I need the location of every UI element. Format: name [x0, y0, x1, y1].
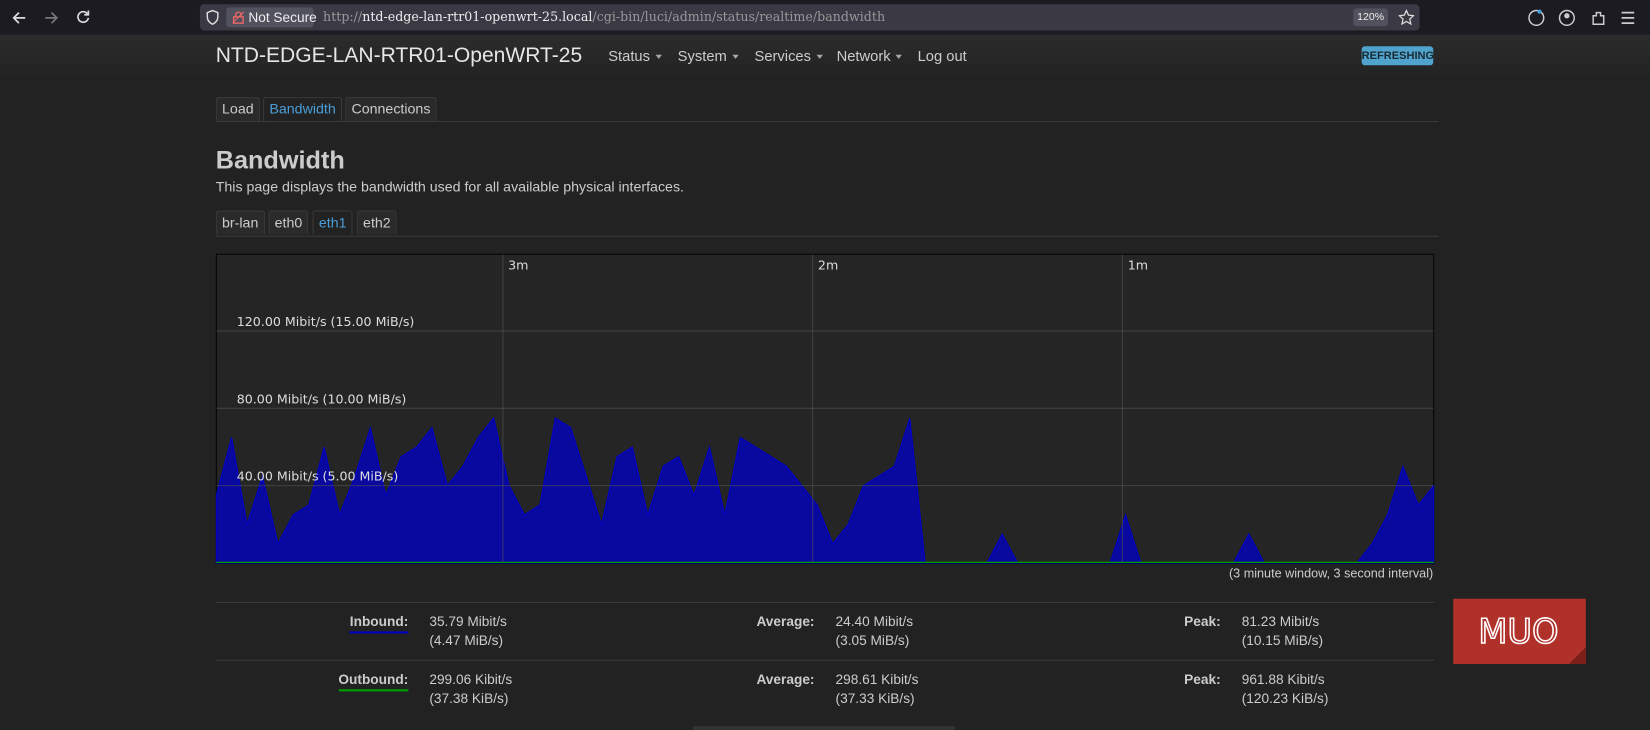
- stat-value: (3.05 MiB/s): [835, 632, 910, 649]
- stat-value: 961.88 Kibit/s: [1241, 671, 1325, 688]
- chart-caption: (3 minute window, 3 second interval): [1228, 566, 1434, 581]
- stat-value: 24.40 Mibit/s: [835, 613, 914, 630]
- watermark-art: MUO: [1478, 611, 1586, 665]
- zoom-badge[interactable]: 120%: [1353, 8, 1388, 27]
- scroll-hint: [692, 726, 956, 730]
- logout[interactable]: Log out: [917, 47, 967, 65]
- page-title: Bandwidth: [215, 146, 345, 175]
- stat-value: (10.15 MiB/s): [1241, 632, 1324, 649]
- navbar: NTD-EDGE-LAN-RTR01-OpenWRT-25 Status Sys…: [0, 34, 1650, 79]
- stat-value: 299.06 Kibit/s: [429, 671, 513, 688]
- tab[interactable]: Connections: [345, 96, 437, 122]
- stat-value: (120.23 KiB/s): [1241, 690, 1329, 707]
- security-text: Not Secure: [248, 9, 317, 26]
- url-path: /cgi-bin/luci/admin/status/realtime/band…: [592, 9, 886, 25]
- menu-item[interactable]: Status: [608, 47, 661, 64]
- x-tick-label: 1m: [1128, 258, 1148, 273]
- stat-label: Inbound:: [349, 612, 409, 634]
- tab[interactable]: Load: [215, 96, 260, 122]
- stat-label: Peak:: [1184, 613, 1221, 630]
- iface-tab[interactable]: eth2: [356, 210, 398, 235]
- security-indicator[interactable]: Not Secure: [226, 7, 317, 28]
- watermark-text: MUO: [1478, 612, 1558, 651]
- shield-icon: [206, 9, 219, 26]
- stat-label: Average:: [756, 613, 815, 630]
- url: http://ntd-edge-lan-rtr01-openwrt-25.loc…: [323, 9, 885, 24]
- menu-item[interactable]: Services: [754, 47, 822, 64]
- bookmark-star[interactable]: [1398, 9, 1415, 26]
- url-scheme: http://: [323, 9, 363, 25]
- stat-value: 35.79 Mibit/s: [429, 613, 507, 630]
- menu-item[interactable]: System: [678, 47, 739, 64]
- iface-tab[interactable]: br-lan: [215, 210, 265, 235]
- tab-rule: [215, 121, 1439, 123]
- stats-rule: [215, 659, 1435, 661]
- stat-value: (4.47 MiB/s): [429, 632, 504, 649]
- y-tick-label: 40.00 Mibit/s (5.00 MiB/s): [237, 469, 399, 484]
- toolbar-icons[interactable]: [1526, 8, 1642, 27]
- url-host: ntd-edge-lan-rtr01-openwrt-25.local: [362, 9, 593, 25]
- bandwidth-chart: 40.00 Mibit/s (5.00 MiB/s) 80.00 Mibit/s …: [215, 253, 1435, 565]
- stat-value: (37.38 KiB/s): [429, 690, 509, 707]
- brand[interactable]: NTD-EDGE-LAN-RTR01-OpenWRT-25: [215, 44, 583, 68]
- stat-value: 298.61 Kibit/s: [835, 671, 919, 688]
- watermark: MUO: [1453, 598, 1586, 665]
- refresh-badge[interactable]: REFRESHING: [1361, 46, 1434, 66]
- url-bar[interactable]: Not Secure http://ntd-edge-lan-rtr01-ope…: [199, 4, 1420, 31]
- iface-rule: [215, 235, 1439, 237]
- y-tick-label: 120.00 Mibit/s (15.00 MiB/s): [237, 314, 415, 329]
- stat-label: Average:: [756, 671, 815, 688]
- stats-rule: [215, 601, 1435, 603]
- lock-icon: [232, 11, 245, 24]
- nav-buttons[interactable]: [11, 8, 106, 27]
- stat-label: Peak:: [1184, 671, 1221, 688]
- iface-tab[interactable]: eth0: [268, 210, 309, 235]
- stat-label: Outbound:: [338, 670, 409, 692]
- stat-value: (37.33 KiB/s): [835, 690, 915, 707]
- iface-tab-active[interactable]: eth1: [312, 210, 353, 235]
- stat-value: 81.23 Mibit/s: [1241, 613, 1320, 630]
- y-tick-label: 80.00 Mibit/s (10.00 MiB/s): [237, 391, 407, 406]
- page-description: This page displays the bandwidth used fo…: [215, 178, 685, 195]
- browser-toolbar: Not Secure http://ntd-edge-lan-rtr01-ope…: [0, 0, 1650, 35]
- tab-active[interactable]: Bandwidth: [263, 96, 343, 122]
- x-tick-label: 2m: [818, 258, 838, 273]
- x-tick-label: 3m: [508, 258, 528, 273]
- menu-item[interactable]: Network: [837, 47, 903, 64]
